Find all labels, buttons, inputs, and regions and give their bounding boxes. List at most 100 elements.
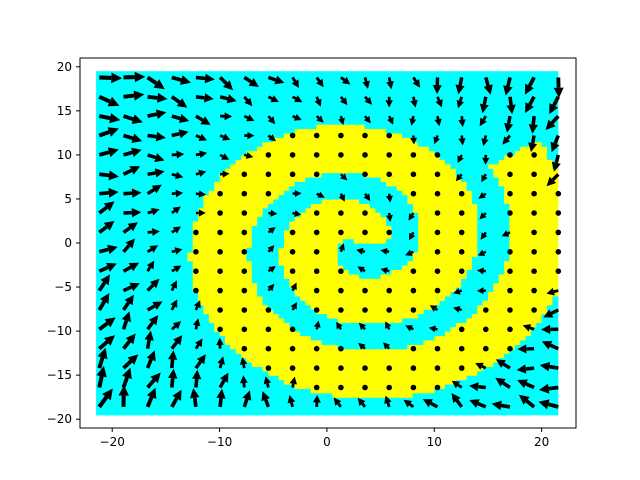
field-cell: [455, 331, 462, 337]
field-cell: [149, 326, 156, 332]
field-cell: [326, 181, 333, 187]
field-cell: [257, 388, 264, 394]
field-cell: [310, 194, 317, 200]
field-cell: [343, 295, 349, 301]
field-cell: [117, 313, 124, 319]
field-cell: [246, 163, 253, 169]
field-cell: [214, 282, 221, 288]
field-cell: [321, 375, 328, 381]
field-cell: [461, 392, 468, 398]
field-cell: [396, 163, 403, 169]
field-cell: [375, 339, 382, 345]
field-cell: [305, 190, 312, 196]
field-cell: [536, 401, 543, 407]
field-cell: [241, 220, 248, 226]
field-cell: [375, 295, 382, 301]
field-cell: [541, 353, 548, 359]
field-cell: [418, 401, 425, 407]
field-cell: [445, 370, 451, 376]
field-cell: [300, 229, 307, 235]
field-cell: [203, 335, 210, 341]
field-cell: [262, 198, 269, 204]
field-cell: [165, 401, 172, 407]
field-cell: [262, 172, 269, 178]
field-cell: [122, 154, 129, 160]
field-cell: [466, 300, 473, 306]
field-cell: [552, 322, 559, 328]
field-cell: [160, 339, 167, 345]
field-cell: [289, 405, 296, 411]
field-cell: [466, 273, 473, 279]
field-cell: [364, 269, 371, 275]
field-cell: [412, 291, 419, 297]
field-cell: [498, 375, 505, 381]
field-cell: [117, 410, 124, 416]
field-cell: [364, 313, 371, 319]
field-cell: [418, 375, 425, 381]
field-cell: [267, 388, 274, 394]
field-cell: [391, 313, 398, 319]
field-cell: [139, 348, 146, 354]
field-cell: [520, 331, 527, 337]
field-cell: [310, 198, 317, 204]
field-cell: [359, 176, 366, 182]
field-cell: [310, 317, 317, 323]
field-cell: [278, 344, 285, 350]
field-cell: [343, 370, 349, 376]
field-cell: [348, 353, 355, 359]
field-cell: [439, 335, 446, 341]
field-cell: [257, 265, 264, 271]
field-cell: [477, 282, 484, 288]
field-cell: [520, 291, 527, 297]
field-cell: [273, 234, 280, 240]
field-cell: [536, 392, 543, 398]
field-cell: [396, 176, 403, 182]
field-cell: [294, 361, 301, 367]
field-cell: [418, 225, 425, 231]
field-cell: [504, 410, 511, 416]
field-cell: [208, 344, 215, 350]
field-cell: [375, 392, 382, 398]
field-cell: [257, 269, 264, 275]
field-cell: [359, 194, 366, 200]
field-cell: [294, 401, 301, 407]
field-cell: [165, 159, 172, 165]
field-cell: [257, 172, 264, 178]
field-cell: [165, 331, 172, 337]
field-cell: [450, 282, 457, 288]
field-cell: [267, 282, 274, 288]
field-cell: [160, 295, 167, 301]
field-cell: [412, 375, 419, 381]
field-cell: [262, 278, 269, 284]
field-cell: [391, 220, 398, 226]
field-cell: [552, 282, 559, 288]
field-cell: [541, 317, 548, 323]
field-cell: [326, 366, 333, 372]
field-cell: [552, 194, 559, 200]
field-cell: [369, 388, 376, 394]
field-cell: [246, 251, 253, 257]
field-cell: [300, 317, 307, 323]
field-cell: [122, 278, 129, 284]
field-cell: [461, 282, 468, 288]
field-cell: [241, 392, 248, 398]
field-cell: [375, 238, 382, 244]
field-cell: [498, 256, 505, 262]
field-cell: [353, 176, 360, 182]
field-cell: [450, 375, 457, 381]
field-cell: [251, 383, 258, 389]
field-cell: [498, 282, 505, 288]
field-cell: [106, 326, 113, 332]
field-cell: [171, 168, 178, 174]
field-cell: [493, 203, 500, 209]
field-cell: [493, 331, 500, 337]
field-cell: [541, 344, 548, 350]
field-cell: [235, 220, 242, 226]
field-cell: [181, 388, 188, 394]
field-cell: [326, 238, 333, 244]
field-cell: [445, 375, 451, 381]
field-cell: [498, 247, 505, 253]
field-cell: [514, 295, 521, 301]
field-cell: [471, 185, 478, 191]
field-cell: [224, 251, 231, 257]
